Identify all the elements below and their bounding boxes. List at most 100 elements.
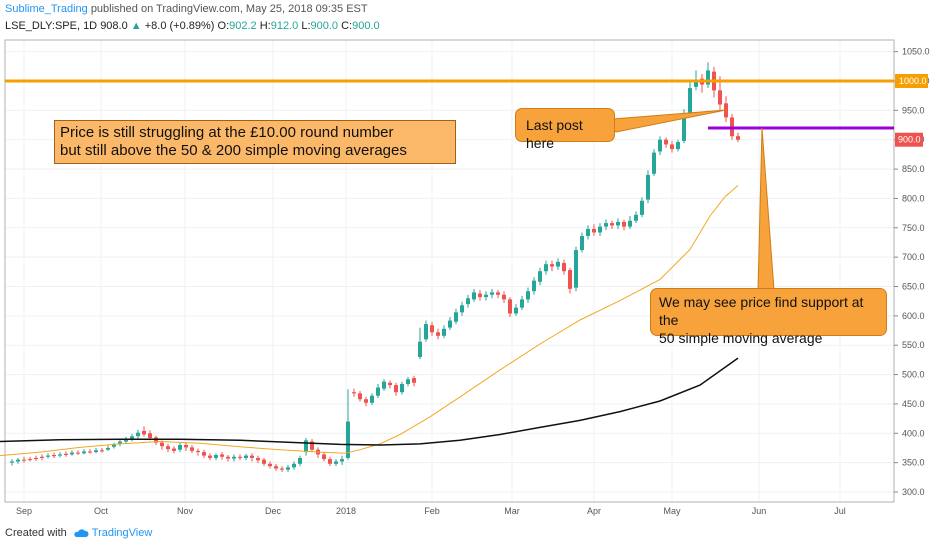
candle-body	[76, 452, 80, 454]
candle-body	[598, 226, 602, 233]
last-price-tag	[895, 132, 923, 147]
y-tick-label: 700.0	[902, 252, 925, 262]
candle-body	[568, 270, 572, 289]
close-label: C:	[341, 20, 353, 32]
callout-pointers	[598, 109, 775, 291]
candle-body	[298, 457, 302, 464]
candle-body	[394, 385, 398, 393]
candle-body	[352, 392, 356, 394]
candle-body	[220, 454, 224, 457]
support-callout-line1: We may see price find support at the	[659, 294, 864, 328]
y-tick-label: 800.0	[902, 193, 925, 203]
candle-body	[502, 294, 506, 300]
candle-body	[10, 461, 14, 463]
candle-body	[562, 263, 566, 272]
up-arrow-icon: ▲	[130, 20, 142, 32]
candle-body	[346, 421, 350, 458]
created-with-label: Created with	[5, 527, 67, 539]
candle-body	[556, 261, 560, 267]
candle-body	[100, 450, 104, 452]
candle-body	[670, 144, 674, 150]
candle-body	[412, 378, 416, 383]
candle-body	[496, 292, 500, 295]
candle-body	[736, 136, 740, 140]
candle-body	[616, 221, 620, 226]
candle-body	[550, 264, 554, 267]
time-axis[interactable]: Sep Oct Nov Dec 2018 Feb Mar Apr May Jun Jul	[16, 506, 846, 516]
candle-body	[364, 399, 368, 403]
open-label: O:	[217, 20, 230, 32]
candle-body	[544, 264, 548, 272]
candle-body	[418, 341, 422, 357]
sma-200-line	[0, 357, 739, 446]
candle-body	[400, 383, 404, 393]
candle-body	[142, 430, 146, 435]
y-tick-label: 500.0	[902, 370, 925, 380]
y-tick-label: 350.0	[902, 458, 925, 468]
candle-body	[184, 445, 188, 448]
candle-body	[658, 139, 662, 152]
candle-body	[232, 456, 236, 459]
sma-50-line	[0, 185, 739, 457]
y-tick-label: 400.0	[902, 428, 925, 438]
candle-body	[370, 395, 374, 403]
candle-body	[460, 305, 464, 313]
candle-body	[634, 214, 638, 221]
candle-body	[268, 463, 272, 467]
y-tick-label: 750.0	[902, 223, 925, 233]
x-tick-label: Jul	[834, 506, 846, 516]
candle-body	[526, 291, 530, 300]
author-link[interactable]: Sublime_Trading	[5, 3, 88, 15]
x-tick-label: Oct	[94, 506, 109, 516]
x-tick-label: May	[663, 506, 681, 516]
candle-body	[382, 381, 386, 389]
tradingview-brand[interactable]: TradingView	[73, 527, 152, 539]
y-tick-label: 850.0	[902, 164, 925, 174]
candle-body	[466, 298, 470, 305]
candle-body	[706, 70, 710, 85]
price-axis[interactable]: 1050.0 1000.0 950.0 900.0 850.0 800.0 750.0 700…	[894, 47, 930, 497]
symbol-label: LSE_DLY:SPE, 1D	[5, 20, 98, 32]
candle-body	[286, 467, 290, 470]
x-tick-label: Apr	[587, 506, 601, 516]
x-tick-label: 2018	[336, 506, 356, 516]
candle-body	[82, 451, 86, 454]
candle-body	[226, 456, 230, 459]
candle-body	[664, 139, 668, 145]
last-price-label: 900.0	[898, 135, 921, 145]
candle-body	[646, 174, 650, 200]
candle-body	[238, 456, 242, 458]
candle-body	[148, 433, 152, 438]
y-tick-label: 950.0	[902, 105, 925, 115]
symbol-line: LSE_DLY:SPE, 1D 908.0 ▲ +8.0 (+0.89%) O:…	[5, 20, 380, 32]
candle-body	[478, 293, 482, 298]
candle-body	[94, 450, 98, 453]
candle-body	[46, 455, 50, 457]
candle-body	[718, 90, 722, 105]
candle-body	[58, 454, 62, 456]
main-annotation-line2: but still above the 50 & 200 simple movi…	[60, 142, 407, 159]
candle-body	[22, 459, 26, 461]
candle-body	[334, 461, 338, 464]
candle-body	[214, 455, 218, 458]
candle-body	[376, 387, 380, 396]
candle-body	[16, 459, 20, 462]
candle-body	[136, 432, 140, 437]
candle-body	[694, 79, 698, 87]
candle-body	[508, 299, 512, 314]
candle-body	[592, 228, 596, 233]
x-tick-label: Nov	[177, 506, 194, 516]
candle-body	[310, 441, 314, 450]
open-value: 902.2	[229, 20, 257, 32]
support-pointer	[757, 127, 775, 291]
main-annotation-line1: Price is still struggling at the £10.00 …	[60, 124, 394, 141]
y-tick-label: 450.0	[902, 399, 925, 409]
low-label: L:	[301, 20, 311, 32]
close-value: 900.0	[352, 20, 380, 32]
candle-body	[166, 446, 170, 450]
candle-body	[160, 442, 164, 447]
candle-body	[484, 294, 488, 298]
x-tick-label: Mar	[504, 506, 520, 516]
candle-body	[472, 292, 476, 300]
